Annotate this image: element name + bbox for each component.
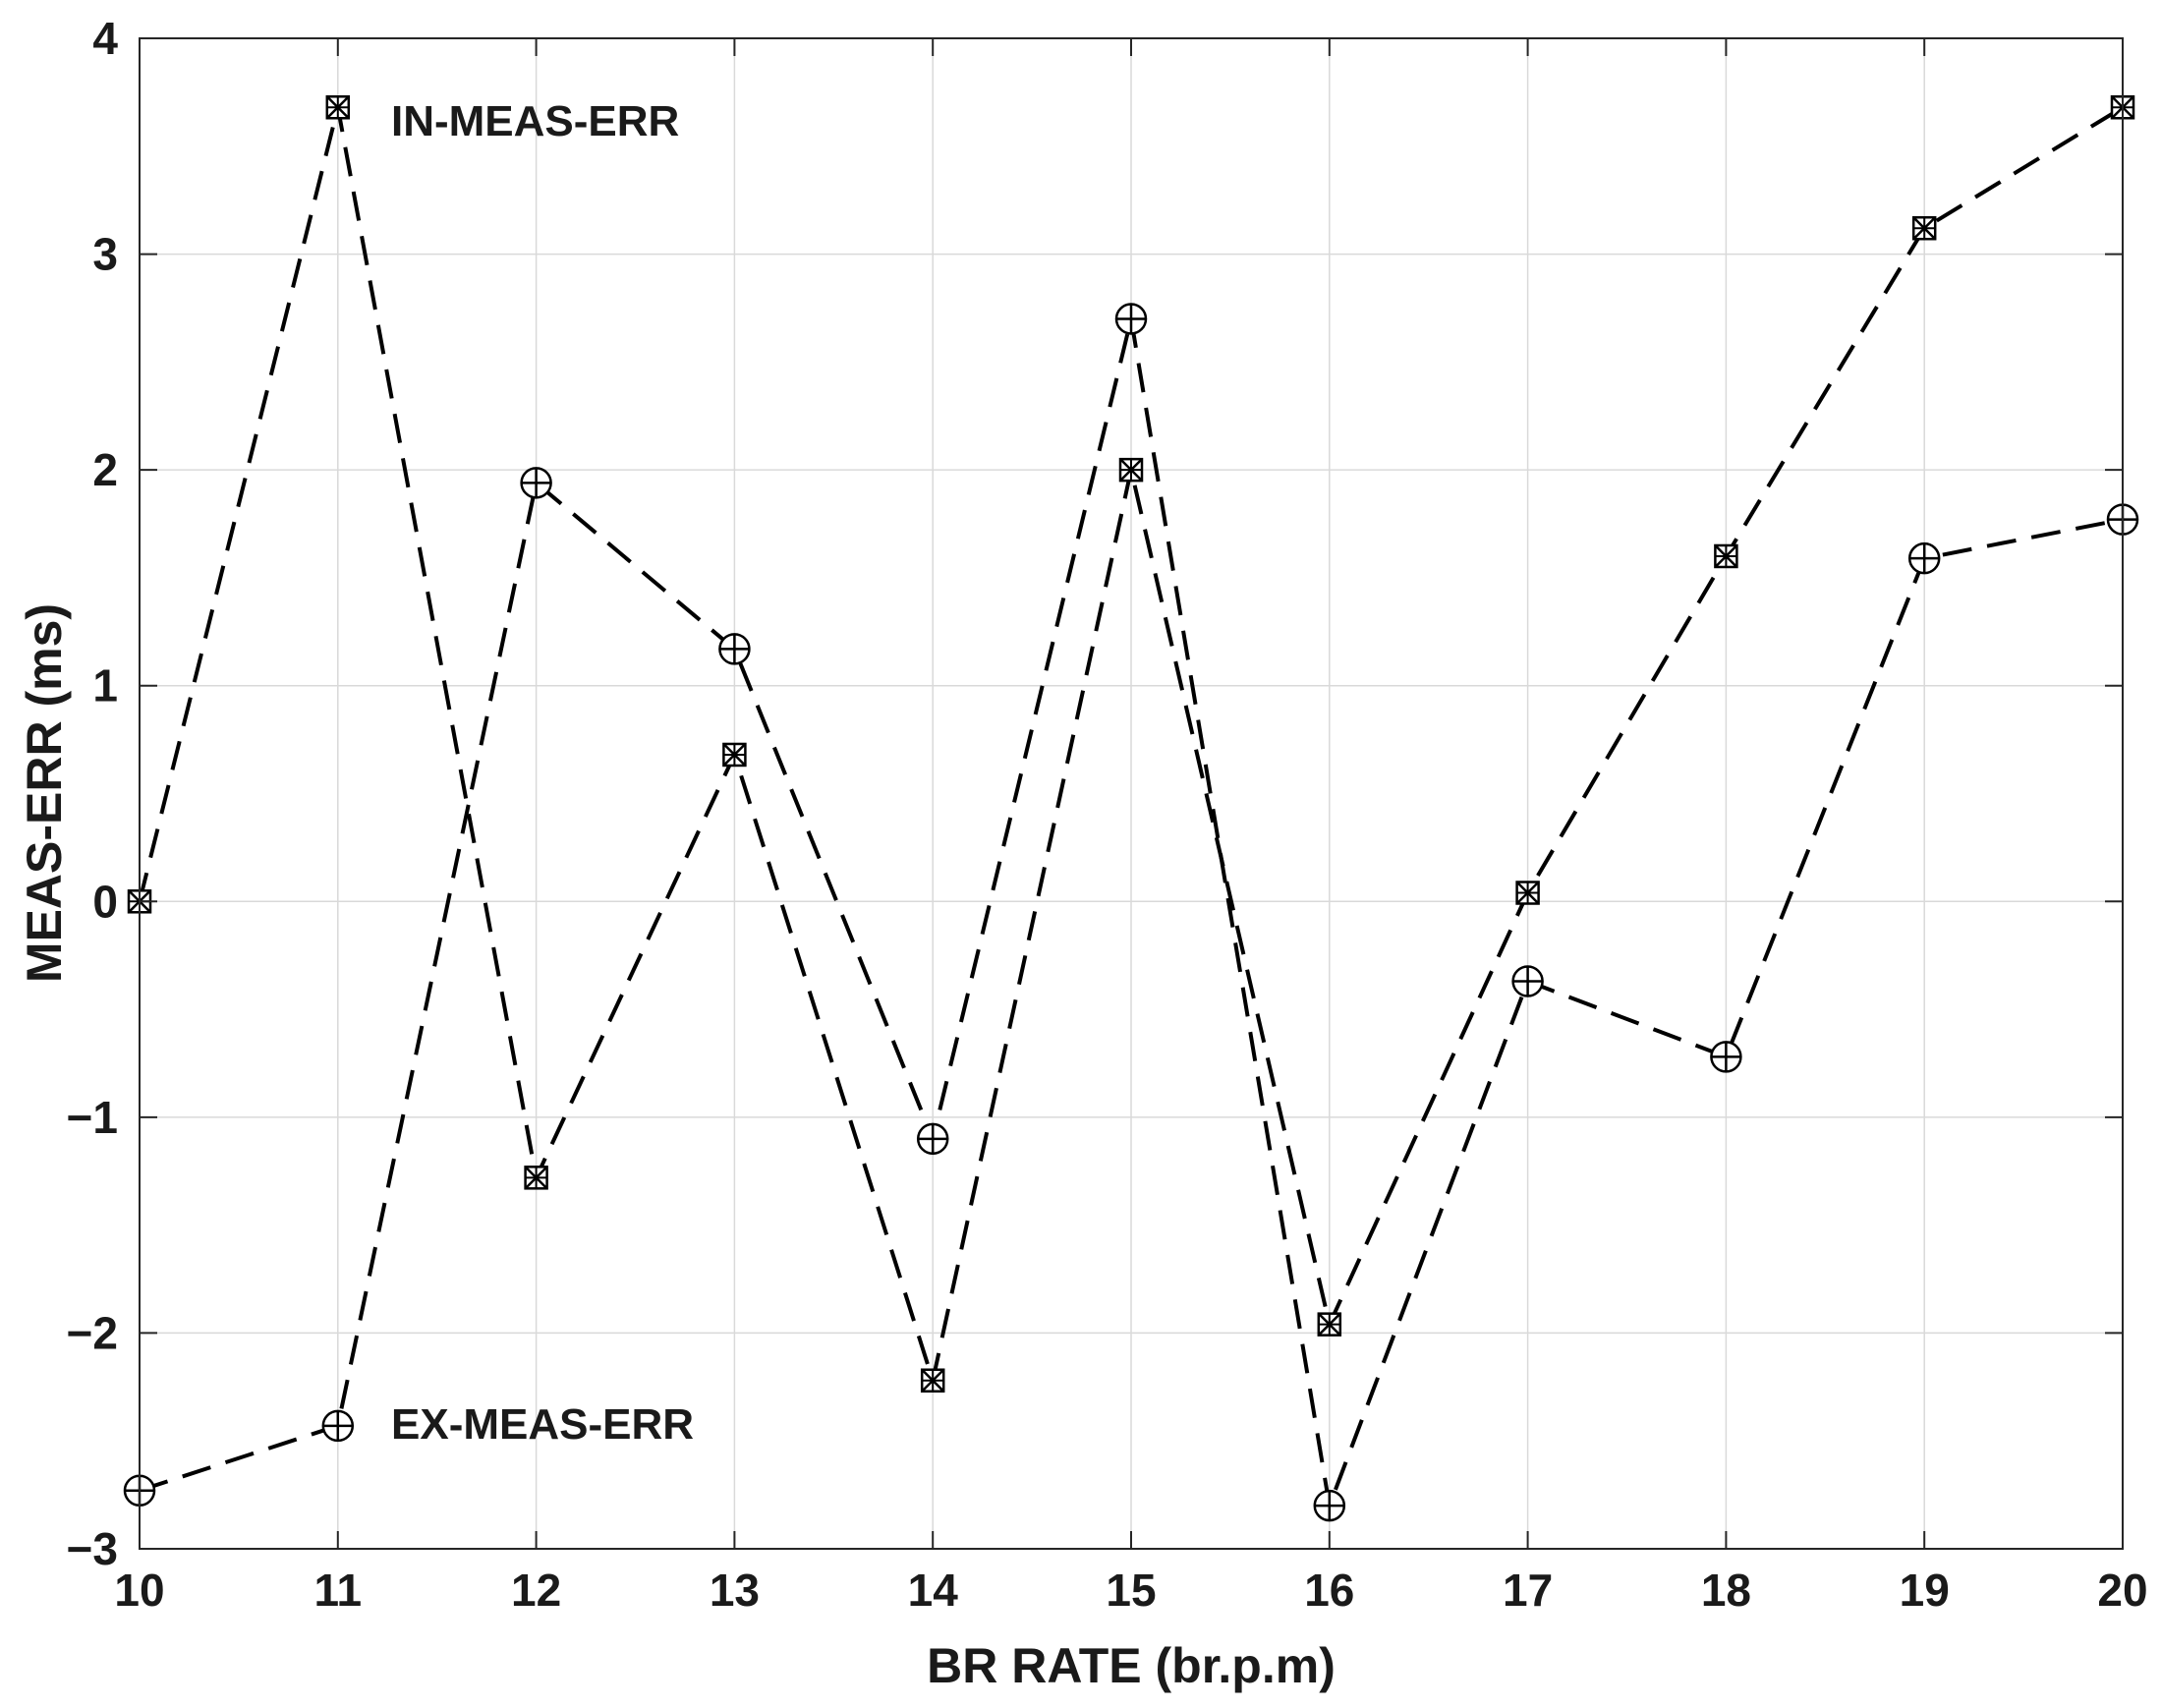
y-tick-label: 3 bbox=[92, 229, 118, 280]
y-tick-label: 0 bbox=[92, 876, 118, 927]
y-tick-label: −2 bbox=[67, 1307, 118, 1358]
y-tick-label: 4 bbox=[92, 13, 118, 64]
data-point-ex-meas-err bbox=[718, 633, 751, 665]
x-tick-label: 15 bbox=[1106, 1565, 1156, 1616]
data-point-ex-meas-err bbox=[1907, 541, 1941, 575]
x-axis-title: BR RATE (br.p.m) bbox=[927, 1638, 1336, 1693]
x-tick-label: 10 bbox=[114, 1565, 164, 1616]
data-point-in-meas-err bbox=[1317, 1312, 1342, 1337]
y-tick-label: 2 bbox=[92, 444, 118, 495]
annotation-in-meas-err: IN-MEAS-ERR bbox=[391, 97, 679, 145]
annotation-ex-meas-err: EX-MEAS-ERR bbox=[391, 1400, 694, 1449]
data-point-ex-meas-err bbox=[1114, 303, 1148, 335]
x-tick-label: 11 bbox=[313, 1565, 362, 1616]
data-point-in-meas-err bbox=[722, 742, 747, 768]
x-tick-label: 16 bbox=[1304, 1565, 1354, 1616]
data-point-in-meas-err bbox=[524, 1166, 548, 1190]
data-point-in-meas-err bbox=[920, 1368, 945, 1393]
x-tick-label: 14 bbox=[908, 1565, 959, 1616]
data-point-in-meas-err bbox=[1911, 215, 1937, 241]
y-tick-label: 1 bbox=[92, 660, 118, 712]
data-point-ex-meas-err bbox=[1710, 1041, 1742, 1073]
data-point-in-meas-err bbox=[1515, 881, 1540, 905]
axis-ticks bbox=[139, 37, 2124, 1550]
x-tick-label: 20 bbox=[2097, 1565, 2147, 1616]
data-point-ex-meas-err bbox=[520, 467, 552, 499]
data-point-ex-meas-err bbox=[1313, 1489, 1346, 1522]
x-tick-label: 19 bbox=[1900, 1565, 1950, 1616]
data-point-in-meas-err bbox=[1714, 543, 1738, 569]
y-tick-label: −3 bbox=[67, 1523, 118, 1574]
data-point-ex-meas-err bbox=[916, 1122, 949, 1156]
x-tick-label: 13 bbox=[710, 1565, 760, 1616]
x-tick-label: 18 bbox=[1701, 1565, 1751, 1616]
x-tick-label: 17 bbox=[1503, 1565, 1553, 1616]
x-tick-label: 12 bbox=[511, 1565, 561, 1616]
y-tick-label: −1 bbox=[67, 1092, 118, 1143]
y-axis-title: MEAS-ERR (ms) bbox=[17, 603, 72, 983]
data-point-in-meas-err bbox=[1118, 457, 1144, 483]
data-point-ex-meas-err bbox=[321, 1409, 355, 1443]
data-markers bbox=[123, 95, 2139, 1522]
data-point-ex-meas-err bbox=[1511, 965, 1544, 997]
data-point-in-meas-err bbox=[325, 95, 351, 120]
